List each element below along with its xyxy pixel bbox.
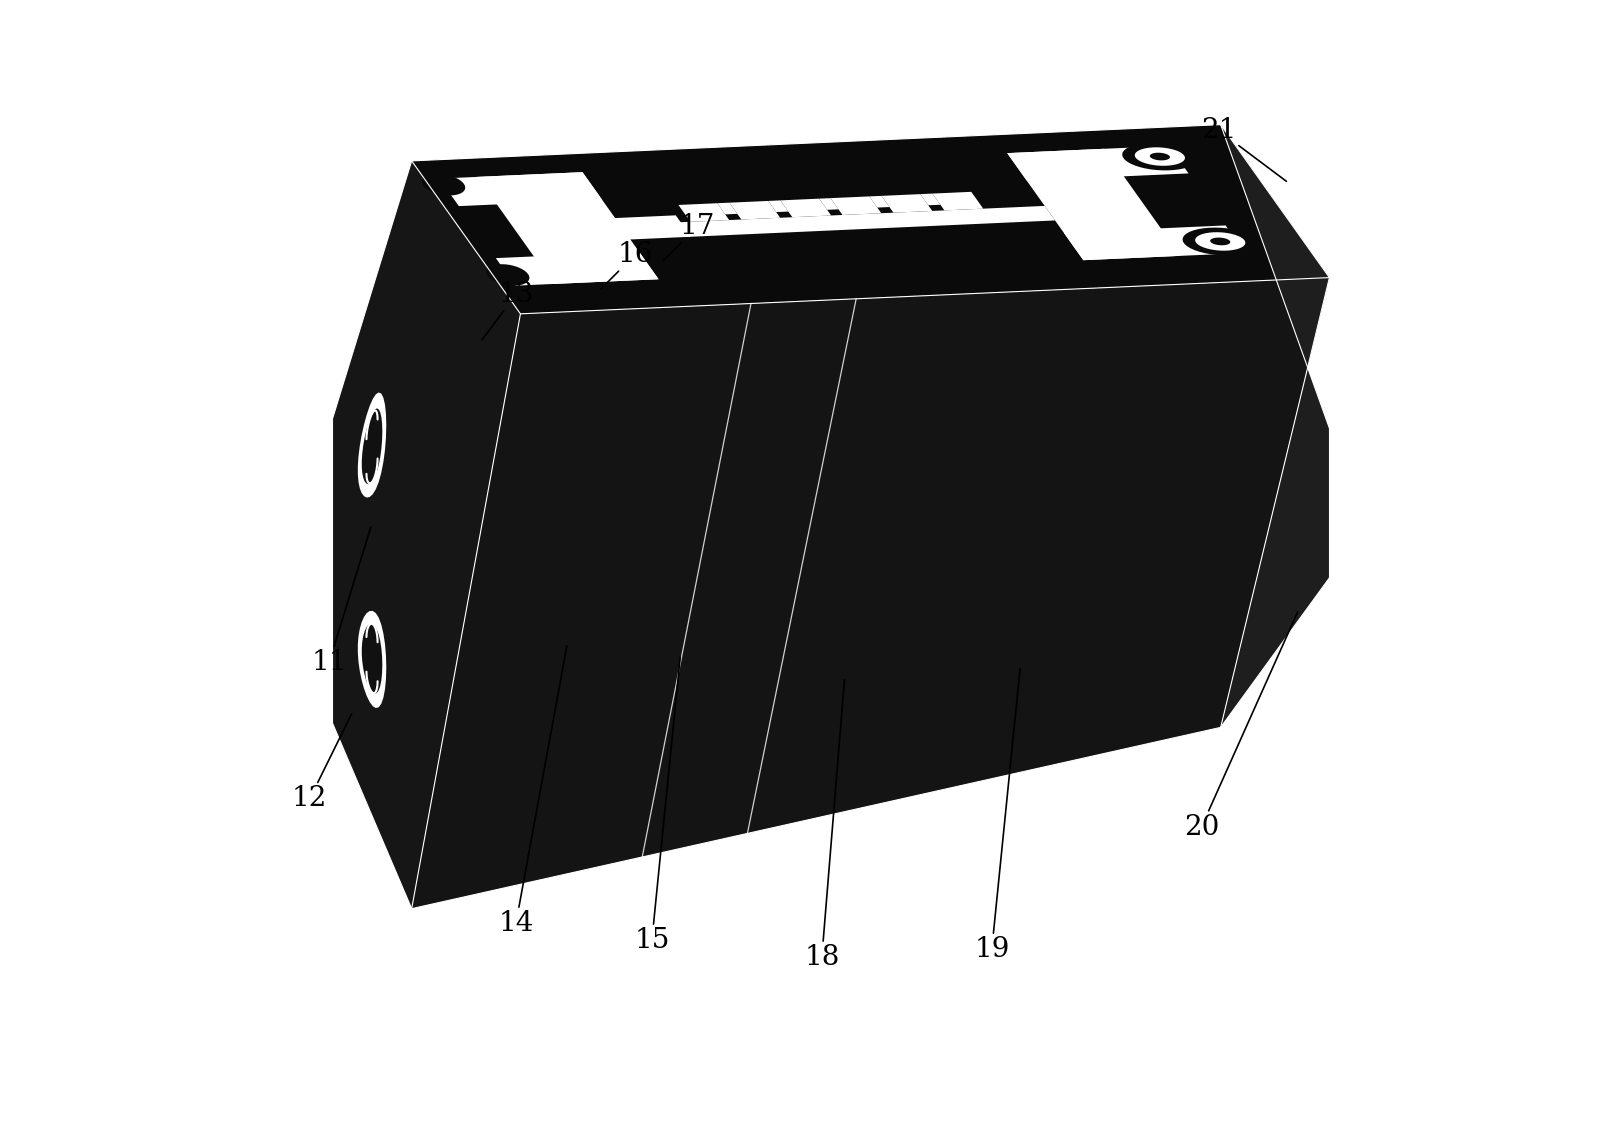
Polygon shape — [882, 194, 932, 213]
Polygon shape — [361, 624, 383, 693]
Polygon shape — [1211, 238, 1230, 245]
Polygon shape — [1007, 148, 1180, 261]
Polygon shape — [477, 172, 658, 284]
Polygon shape — [486, 264, 530, 286]
Polygon shape — [869, 196, 890, 207]
Text: 11: 11 — [311, 527, 371, 676]
Text: 14: 14 — [498, 646, 567, 937]
Polygon shape — [606, 215, 691, 240]
Polygon shape — [729, 201, 780, 220]
Polygon shape — [1149, 153, 1170, 161]
Polygon shape — [716, 203, 738, 214]
Polygon shape — [768, 201, 788, 212]
Polygon shape — [780, 198, 832, 218]
Polygon shape — [421, 174, 465, 195]
Text: 20: 20 — [1183, 612, 1298, 841]
Polygon shape — [412, 125, 1329, 314]
Polygon shape — [676, 206, 1055, 237]
Polygon shape — [412, 278, 1329, 909]
Polygon shape — [1063, 225, 1245, 261]
Polygon shape — [361, 408, 383, 484]
Polygon shape — [1195, 232, 1245, 250]
Polygon shape — [496, 252, 658, 286]
Text: 17: 17 — [663, 213, 715, 261]
Polygon shape — [332, 161, 520, 909]
Text: 19: 19 — [974, 668, 1020, 963]
Polygon shape — [819, 198, 838, 210]
Text: 13: 13 — [481, 281, 533, 340]
Polygon shape — [1122, 143, 1198, 170]
Text: 18: 18 — [804, 680, 845, 971]
Text: 21: 21 — [1201, 117, 1287, 181]
Polygon shape — [830, 196, 882, 215]
Polygon shape — [1007, 146, 1188, 180]
Polygon shape — [1221, 125, 1329, 727]
Polygon shape — [1183, 228, 1258, 255]
Text: 12: 12 — [292, 714, 352, 812]
Text: 15: 15 — [634, 657, 681, 954]
Polygon shape — [679, 203, 729, 222]
Polygon shape — [932, 191, 984, 211]
Polygon shape — [921, 194, 940, 205]
Polygon shape — [358, 611, 386, 708]
Polygon shape — [1135, 147, 1185, 165]
Text: 16: 16 — [601, 241, 653, 289]
Polygon shape — [439, 172, 601, 206]
Polygon shape — [358, 392, 386, 497]
